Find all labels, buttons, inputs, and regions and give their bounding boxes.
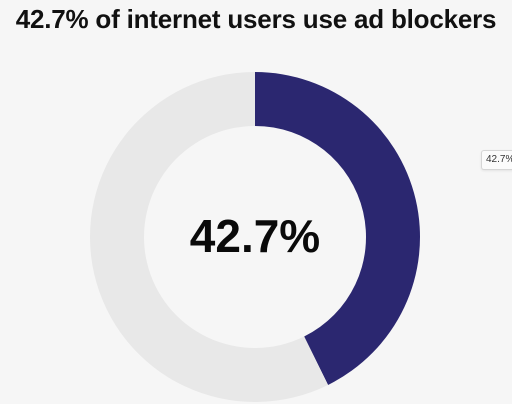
chart-title: 42.7% of internet users use ad blockers bbox=[15, 4, 497, 34]
value-tooltip: 42.7% bbox=[481, 150, 512, 170]
donut-slice-filled bbox=[255, 72, 420, 385]
donut-slice-remainder bbox=[89, 72, 329, 403]
donut-slices bbox=[89, 72, 420, 403]
donut-center-label: 42.7% bbox=[190, 210, 320, 262]
